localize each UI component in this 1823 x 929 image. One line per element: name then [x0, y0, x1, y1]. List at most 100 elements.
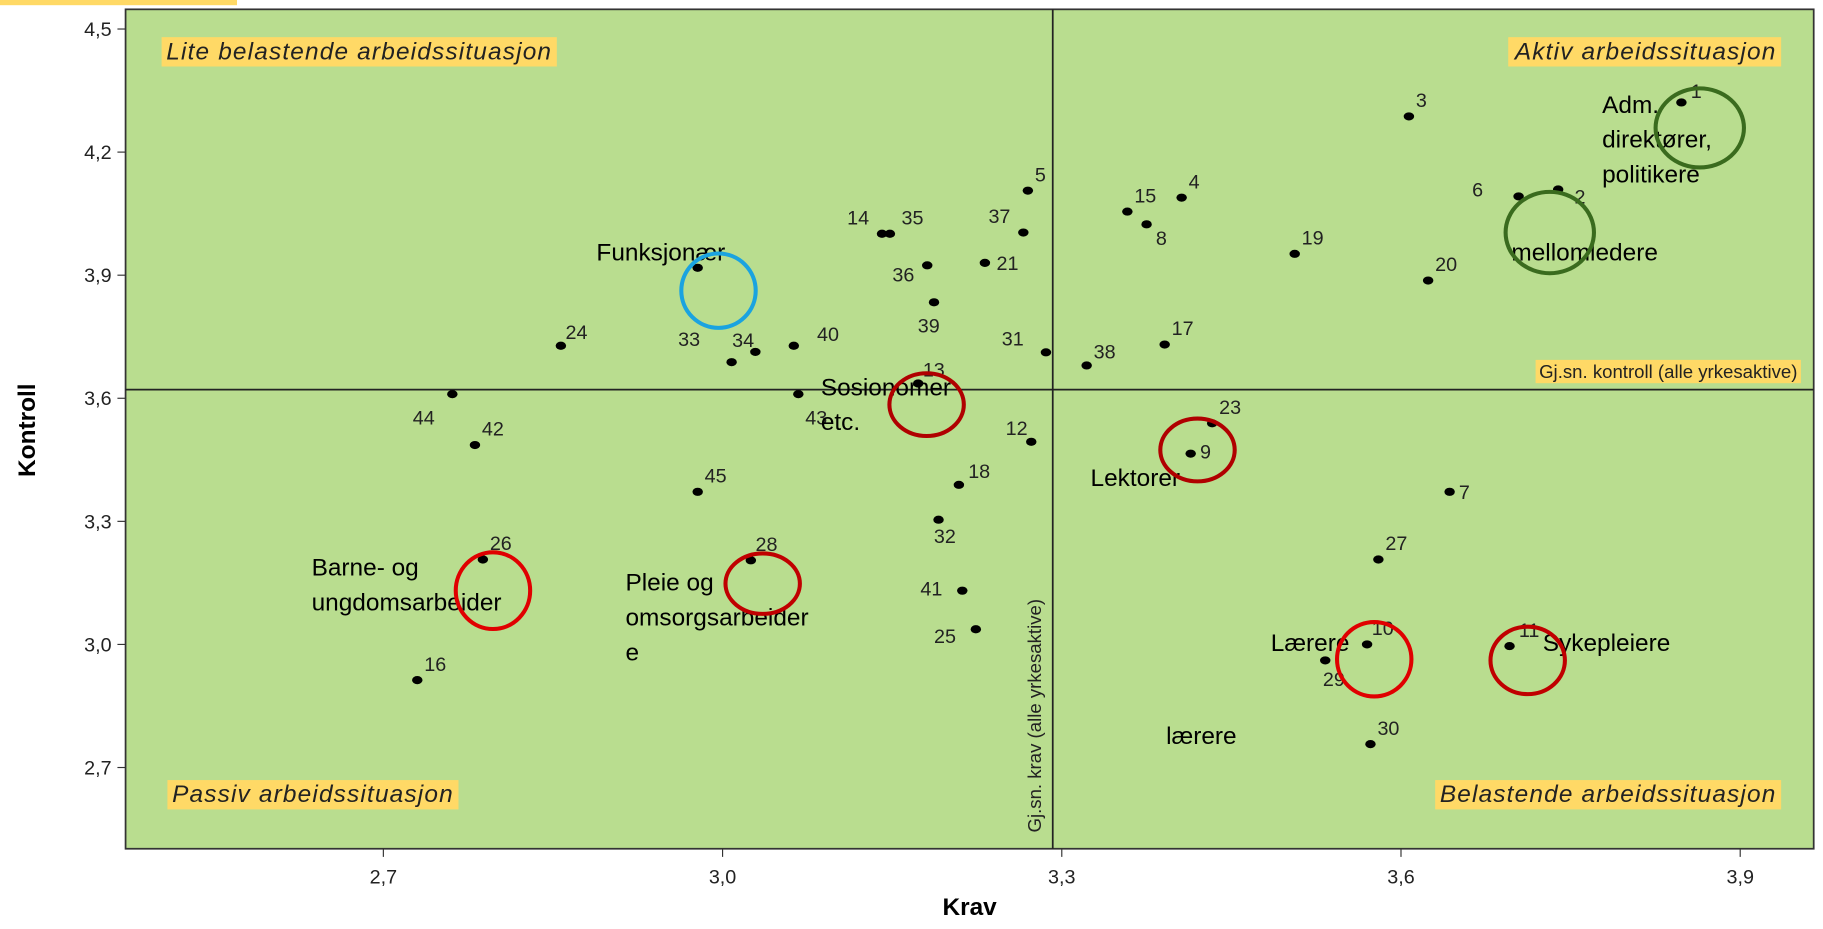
data-point	[745, 556, 757, 565]
data-point	[1026, 437, 1037, 446]
point-label: 27	[1385, 533, 1407, 555]
data-point	[793, 390, 804, 399]
data-point	[876, 229, 888, 238]
data-point	[1504, 642, 1515, 651]
x-axis-title: Krav	[942, 894, 997, 921]
reference-label: Gj.sn. kontroll (alle yrkesaktive)	[1539, 361, 1797, 382]
point-label: 12	[1006, 418, 1028, 440]
data-point	[912, 379, 924, 388]
annotation: etc.	[821, 409, 860, 436]
point-label: 24	[566, 322, 588, 344]
data-point	[412, 676, 423, 685]
y-axis-title: Kontroll	[14, 383, 41, 477]
point-label: 4	[1189, 171, 1200, 193]
data-point	[1513, 192, 1524, 201]
data-point	[1444, 487, 1455, 496]
data-point	[1018, 228, 1029, 237]
data-point	[933, 515, 944, 524]
data-point	[1373, 555, 1384, 564]
annotation: Adm.	[1602, 92, 1659, 119]
quadrant-label: Lite belastende arbeidssituasjon	[166, 38, 552, 65]
data-point	[1676, 98, 1687, 107]
point-label: 7	[1459, 482, 1470, 504]
data-point	[979, 258, 991, 267]
annotation: lærere	[1166, 723, 1237, 750]
highlight-circle	[679, 251, 758, 330]
point-label: 1	[1691, 81, 1702, 103]
data-point	[1141, 220, 1152, 229]
highlight-circle	[1488, 624, 1567, 697]
data-point	[692, 487, 703, 496]
quadrant-label: Belastende arbeidssituasjon	[1440, 781, 1777, 808]
highlight-circle	[723, 551, 802, 616]
highlight-circle	[1653, 86, 1746, 170]
data-point	[1361, 640, 1373, 649]
point-label: 26	[490, 533, 512, 555]
annotation: Funksjonær	[596, 239, 725, 266]
data-point	[957, 586, 968, 595]
label-background	[161, 37, 557, 67]
point-label: 33	[678, 329, 700, 351]
annotation: omsorgsarbeider	[625, 605, 808, 632]
point-label: 44	[413, 407, 435, 429]
data-point	[1403, 112, 1415, 121]
data-point	[1422, 276, 1434, 285]
point-label: 11	[1519, 620, 1540, 642]
data-point	[555, 341, 567, 350]
point-label: 20	[1435, 254, 1457, 276]
data-point	[1022, 186, 1034, 195]
point-label: 6	[1472, 179, 1483, 201]
point-label: 43	[805, 407, 827, 429]
point-label: 17	[1172, 318, 1194, 340]
highlight-circles	[453, 86, 1746, 699]
point-label: 32	[934, 526, 956, 548]
point-label: 30	[1377, 718, 1399, 740]
point-label: 8	[1156, 228, 1167, 250]
data-point	[469, 440, 481, 450]
plot-area	[124, 8, 1815, 850]
data-point	[477, 555, 489, 564]
label-background	[1508, 37, 1782, 67]
point-label: 40	[817, 324, 839, 346]
data-point	[1365, 740, 1376, 749]
data-point	[1176, 193, 1187, 202]
point-label: 31	[1002, 328, 1024, 350]
point-label: 28	[755, 534, 777, 556]
y-tick-label: 3,6	[84, 388, 111, 410]
data-point	[788, 341, 800, 350]
point-label: 16	[424, 654, 446, 676]
data-point	[1081, 361, 1092, 370]
point-label: 3	[1416, 90, 1427, 112]
y-tick-label: 3,3	[84, 511, 111, 533]
point-label: 34	[732, 330, 754, 352]
quadrant-label: Passiv arbeidssituasjon	[172, 781, 454, 808]
point-label: 39	[918, 315, 940, 337]
data-point	[1159, 340, 1170, 349]
y-tick-label: 3,0	[84, 634, 111, 656]
highlight-circle	[453, 550, 533, 632]
annotation: Pleie og	[625, 570, 713, 597]
point-label: 15	[1134, 185, 1156, 207]
x-tick-label: 3,6	[1387, 867, 1414, 889]
data-point	[884, 229, 896, 238]
data-point	[750, 347, 761, 356]
point-label: 36	[892, 265, 914, 287]
y-tick-label: 4,2	[84, 142, 111, 164]
point-label: 41	[920, 578, 942, 600]
point-label: 25	[934, 626, 956, 648]
point-label: 14	[847, 207, 869, 229]
data-point	[447, 390, 458, 399]
point-label: 18	[968, 461, 990, 483]
data-point	[1320, 656, 1331, 665]
point-label: 38	[1094, 341, 1116, 363]
y-tick-label: 4,5	[84, 19, 111, 41]
label-background	[1435, 780, 1782, 810]
highlight-circle	[1334, 620, 1414, 699]
y-tick-label: 2,7	[84, 757, 111, 779]
highlight-circle	[1503, 189, 1596, 276]
x-tick-label: 3,3	[1048, 867, 1075, 889]
data-point	[1289, 249, 1300, 258]
annotation: Sosionomer	[821, 374, 951, 401]
